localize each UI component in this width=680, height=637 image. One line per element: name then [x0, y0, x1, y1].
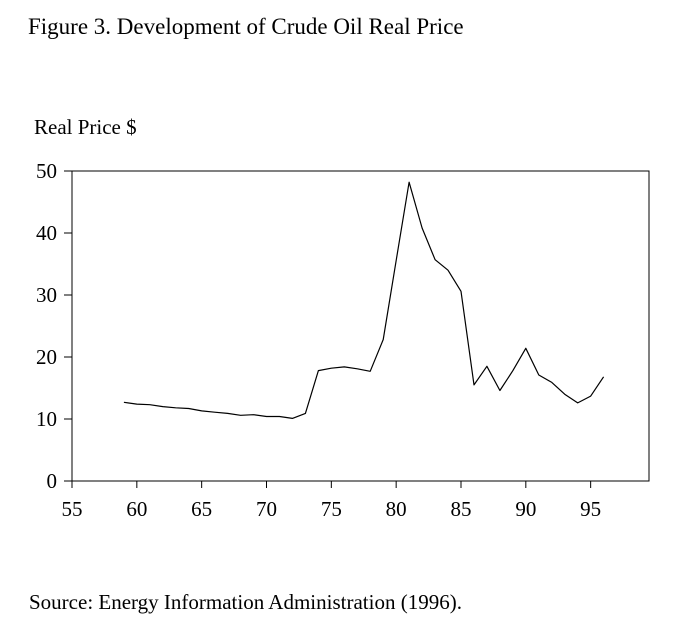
y-tick-label: 40 [36, 221, 57, 245]
y-tick-label: 50 [36, 159, 57, 183]
x-tick-label: 70 [256, 497, 277, 521]
plot-frame [71, 170, 650, 482]
x-tick-label: 80 [386, 497, 407, 521]
series-line [123, 181, 605, 419]
x-tick-label: 95 [580, 497, 601, 521]
x-tick-label: 65 [191, 497, 212, 521]
y-tick-label: 20 [36, 345, 57, 369]
x-axis: 55 60 65 70 75 80 85 90 95 [62, 481, 601, 521]
x-tick-label: 90 [515, 497, 536, 521]
x-tick-label: 55 [62, 497, 83, 521]
y-axis-label: Real Price $ [34, 115, 137, 139]
x-tick-label: 75 [321, 497, 342, 521]
x-tick-label: 60 [126, 497, 147, 521]
y-tick-label: 30 [36, 283, 57, 307]
y-tick-label: 0 [47, 469, 58, 493]
x-tick-label: 85 [450, 497, 471, 521]
chart-title: Figure 3. Development of Crude Oil Real … [28, 14, 464, 39]
y-axis: 0 10 20 30 40 50 [36, 159, 72, 493]
source-note: Source: Energy Information Administratio… [29, 590, 462, 614]
y-tick-label: 10 [36, 407, 57, 431]
